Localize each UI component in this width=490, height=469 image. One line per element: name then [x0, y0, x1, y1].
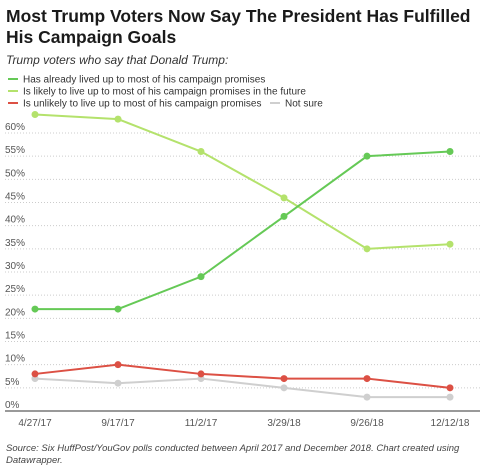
series-line [34, 113, 451, 250]
chart-title: Most Trump Voters Now Say The President … [6, 6, 471, 47]
y-tick-label: 10% [5, 354, 25, 365]
data-point [363, 152, 371, 160]
data-point [280, 212, 288, 220]
y-tick-label: 25% [5, 284, 25, 295]
legend-label: Is likely to live up to most of his camp… [23, 87, 306, 98]
data-point [31, 305, 39, 313]
data-point [114, 305, 122, 313]
y-tick-label: 40% [5, 215, 25, 226]
x-tick-label: 4/27/17 [18, 418, 52, 429]
y-tick-label: 55% [5, 145, 25, 156]
y-tick-label: 35% [5, 238, 25, 249]
data-point [280, 194, 288, 202]
legend-label: Is unlikely to live up to most of his ca… [23, 99, 261, 110]
y-tick-label: 45% [5, 192, 25, 203]
data-point [363, 245, 371, 253]
x-tick-label: 9/17/17 [101, 418, 135, 429]
data-point [280, 375, 288, 383]
y-tick-label: 60% [5, 122, 25, 133]
data-point [446, 384, 454, 392]
y-tick-label: 50% [5, 168, 25, 179]
chart-subtitle: Trump voters who say that Donald Trump: [6, 53, 229, 67]
data-point [363, 375, 371, 383]
legend-label: Not sure [285, 99, 323, 110]
data-point [197, 273, 205, 281]
x-tick-label: 12/12/18 [431, 418, 470, 429]
series-line [34, 377, 450, 399]
source-note: Source: Six HuffPost/YouGov polls conduc… [6, 443, 460, 466]
x-tick-label: 3/29/18 [267, 418, 301, 429]
y-tick-label: 0% [5, 400, 20, 411]
y-tick-label: 5% [5, 377, 20, 388]
x-tick-label: 9/26/18 [350, 418, 384, 429]
data-point [31, 370, 39, 378]
data-point [446, 393, 454, 401]
y-tick-label: 30% [5, 261, 25, 272]
data-point [114, 379, 122, 387]
data-point [446, 148, 454, 156]
x-tick-label: 11/2/17 [185, 418, 218, 429]
legend-label: Has already lived up to most of his camp… [23, 75, 265, 86]
data-point [363, 393, 371, 401]
y-tick-label: 15% [5, 331, 25, 342]
data-point [280, 384, 288, 392]
legend: Has already lived up to most of his camp… [8, 75, 323, 110]
data-point [31, 110, 39, 118]
series-line [34, 363, 451, 389]
series-line [35, 150, 451, 311]
data-point [114, 115, 122, 123]
data-point [197, 370, 205, 378]
data-point [114, 361, 122, 369]
data-point [446, 240, 454, 248]
data-point [197, 148, 205, 156]
y-tick-label: 20% [5, 307, 25, 318]
